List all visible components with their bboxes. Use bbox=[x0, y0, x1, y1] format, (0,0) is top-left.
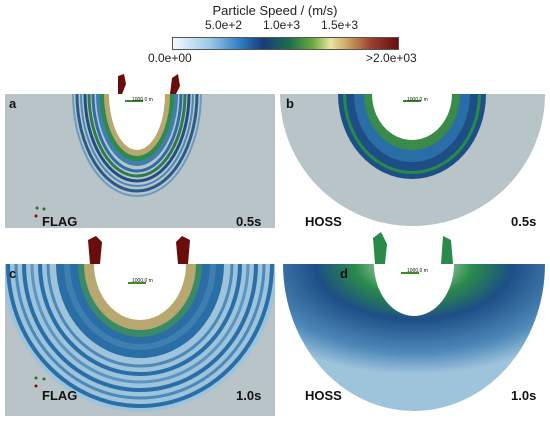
panel-b-code-label: HOSS bbox=[305, 214, 342, 229]
panel-a-plot bbox=[5, 74, 275, 228]
panel-c-code-label: FLAG bbox=[42, 388, 78, 403]
panel-c: c 1000.0 m FLAG 1.0s bbox=[0, 228, 275, 416]
panel-a-code-label: FLAG bbox=[42, 214, 78, 229]
panel-d-label: d bbox=[340, 266, 348, 281]
panel-c-time-label: 1.0s bbox=[236, 388, 262, 403]
colorbar bbox=[172, 37, 399, 50]
panel-b-label: b bbox=[286, 96, 294, 111]
colorbar-tick-1500: 1.5e+3 bbox=[321, 18, 359, 32]
panel-c-label: c bbox=[9, 266, 17, 281]
panel-b-plot bbox=[280, 74, 545, 226]
panel-d-plot bbox=[283, 232, 545, 411]
panel-c-scale-text: 1000.0 m bbox=[132, 278, 153, 284]
panel-a-scale-text: 1000.0 m bbox=[132, 97, 153, 103]
panel-d-time-label: 1.0s bbox=[511, 388, 537, 403]
panel-a-time-label: 0.5s bbox=[236, 214, 262, 229]
panel-a: a 1000.0 m FLAG 0.5s bbox=[0, 68, 275, 229]
panel-b: b 1000.0 m HOSS 0.5s bbox=[275, 68, 550, 229]
panel-b-scale-text: 1000.0 m bbox=[407, 97, 428, 103]
panel-a-label: a bbox=[9, 96, 17, 111]
panel-b-time-label: 0.5s bbox=[511, 214, 537, 229]
panel-d-scale-text: 1000.0 m bbox=[407, 268, 428, 274]
colorbar-tick-1000: 1.0e+3 bbox=[263, 18, 301, 32]
colorbar-min-label: 0.0e+00 bbox=[148, 51, 192, 65]
colorbar-title: Particle Speed / (m/s) bbox=[212, 3, 338, 18]
colorbar-tick-500: 5.0e+2 bbox=[205, 18, 243, 32]
colorbar-max-label: >2.0e+03 bbox=[366, 51, 417, 65]
panel-d: d 1000.0 m HOSS 1.0s bbox=[275, 228, 550, 416]
panel-c-plot bbox=[5, 236, 275, 416]
panel-d-code-label: HOSS bbox=[305, 388, 342, 403]
